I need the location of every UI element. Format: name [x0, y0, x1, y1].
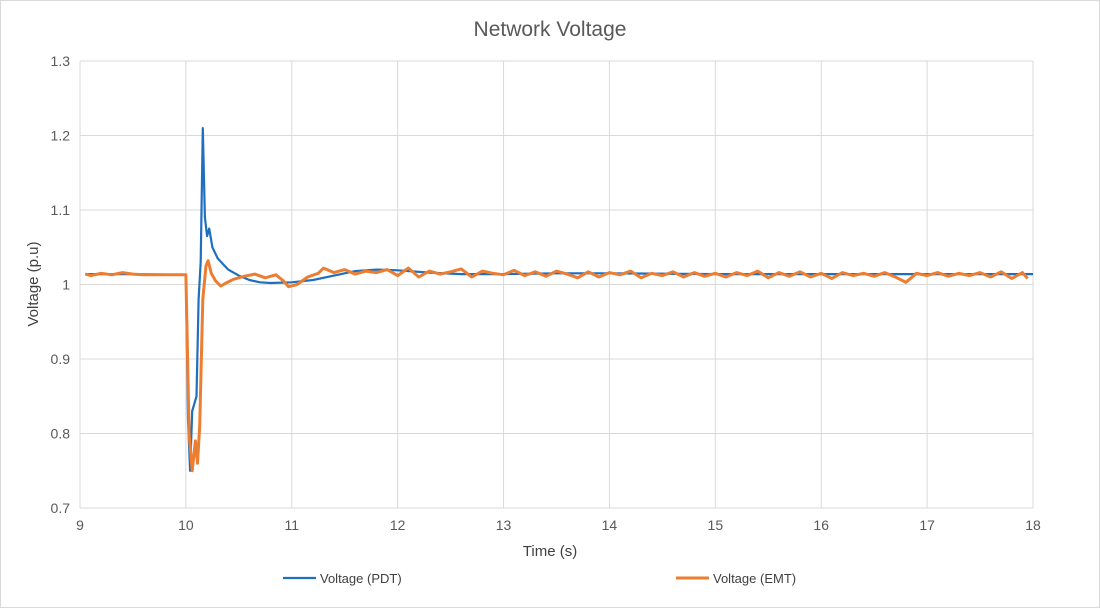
- y-tick-label: 1: [62, 277, 70, 293]
- x-axis-label: Time (s): [523, 543, 577, 560]
- x-tick-labels: 9 10 11 12 13 14 15 16 17 18: [76, 517, 1041, 533]
- legend-label: Voltage (PDT): [320, 571, 402, 586]
- legend: Voltage (PDT) Voltage (EMT): [283, 571, 796, 586]
- x-tick-label: 15: [708, 517, 724, 533]
- y-tick-label: 0.9: [51, 351, 71, 367]
- y-tick-label: 1.3: [51, 53, 71, 69]
- y-tick-label: 1.1: [51, 202, 71, 218]
- series-line-emt: [84, 259, 1029, 473]
- legend-item: Voltage (PDT): [283, 571, 402, 586]
- series-layer: [84, 127, 1033, 473]
- x-tick-label: 11: [285, 517, 300, 533]
- y-tick-labels: 0.7 0.8 0.9 1 1.1 1.2 1.3: [51, 53, 71, 516]
- x-tick-label: 10: [178, 517, 194, 533]
- chart-title: Network Voltage: [474, 18, 627, 41]
- y-tick-label: 1.2: [51, 128, 71, 144]
- x-tick-label: 18: [1025, 517, 1041, 533]
- x-tick-label: 13: [496, 517, 512, 533]
- x-tick-label: 16: [813, 517, 829, 533]
- legend-label: Voltage (EMT): [713, 571, 796, 586]
- y-tick-label: 0.8: [51, 426, 71, 442]
- x-tick-label: 9: [76, 517, 84, 533]
- y-axis-label: Voltage (p.u): [25, 241, 42, 326]
- series-line-pdt: [85, 127, 1033, 472]
- x-tick-label: 17: [919, 517, 935, 533]
- y-tick-label: 0.7: [51, 500, 71, 516]
- legend-item: Voltage (EMT): [676, 571, 796, 586]
- x-tick-label: 14: [602, 517, 618, 533]
- x-tick-label: 12: [390, 517, 406, 533]
